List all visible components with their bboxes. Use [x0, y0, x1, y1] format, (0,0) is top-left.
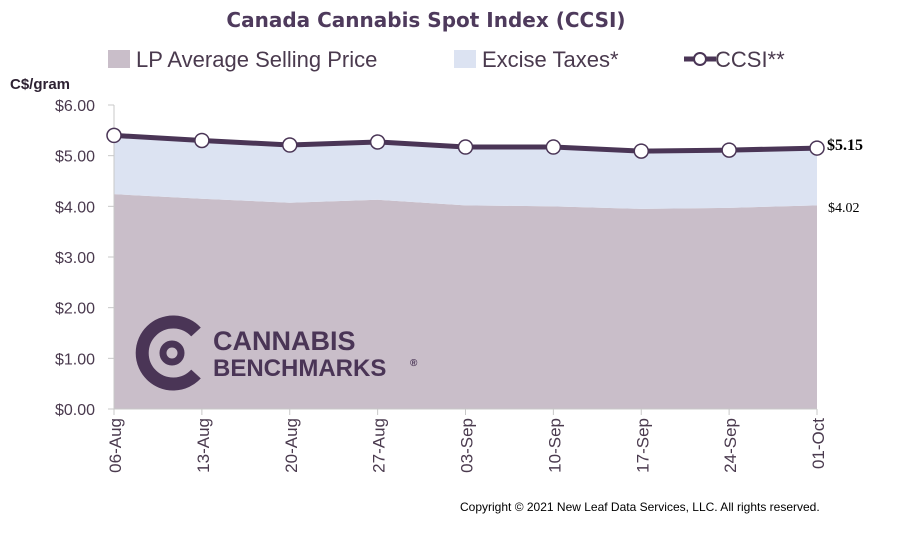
- x-tick-label: 10-Sep: [545, 418, 564, 473]
- y-tick-label: $0.00: [55, 402, 95, 419]
- end-label-lp: $4.02: [828, 201, 860, 216]
- ccsi-point: [457, 139, 474, 155]
- x-tick-label: 01-Oct: [809, 418, 828, 469]
- ccsi-point: [106, 127, 122, 144]
- y-tick-label: $5.00: [55, 149, 95, 166]
- y-tick-labels: $0.00 $1.00 $2.00 $3.00 $4.00 $5.00 $6.00: [55, 98, 95, 419]
- legend-swatch-excise: [454, 50, 476, 68]
- legend: LP Average Selling Price Excise Taxes* C…: [108, 47, 785, 72]
- legend-swatch-lp: [108, 50, 130, 68]
- ccsi-point: [545, 139, 562, 155]
- logo-registered-mark: ®: [410, 358, 418, 369]
- y-axis-label: C$/gram: [10, 76, 70, 93]
- area-lp-average-selling-price: [114, 194, 817, 409]
- legend-swatch-ccsi-marker: [693, 52, 707, 66]
- x-tick-labels: 06-Aug 13-Aug 20-Aug 27-Aug 03-Sep 10-Sep 17-S…: [106, 418, 828, 473]
- logo-text-line2: BENCHMARKS: [213, 355, 386, 382]
- x-tick-label: 17-Sep: [633, 418, 652, 473]
- y-tick-label: $4.00: [55, 199, 95, 216]
- ccsi-point: [633, 143, 649, 159]
- y-tick-label: $2.00: [55, 301, 95, 318]
- cannabis-benchmarks-logo: CANNABIS BENCHMARKS ®: [135, 315, 418, 391]
- x-tick-label: 03-Sep: [458, 418, 477, 473]
- ccsi-point: [194, 132, 210, 149]
- chart-title: Canada Cannabis Spot Index (CCSI): [226, 8, 625, 32]
- copyright-notice: Copyright © 2021 New Leaf Data Services,…: [460, 500, 820, 514]
- ccsi-series: [106, 127, 825, 159]
- x-tick-label: 24-Sep: [721, 418, 740, 473]
- legend-label-ccsi: CCSI**: [715, 47, 785, 72]
- x-tick-label: 27-Aug: [370, 418, 389, 473]
- y-tick-label: $6.00: [55, 98, 95, 115]
- logo-text-line1: CANNABIS: [213, 326, 356, 356]
- legend-label-excise: Excise Taxes*: [482, 47, 619, 72]
- ccsi-point: [282, 137, 298, 153]
- end-label-ccsi: $5.15: [827, 137, 863, 154]
- y-tick-label: $3.00: [55, 250, 95, 267]
- x-tick-label: 20-Aug: [282, 418, 301, 473]
- x-tick-label: 06-Aug: [106, 418, 125, 473]
- ccsi-point: [369, 134, 386, 150]
- ccsi-point: [809, 140, 825, 156]
- x-tick-label: 13-Aug: [194, 418, 213, 473]
- y-tick-label: $1.00: [55, 351, 95, 368]
- legend-label-lp: LP Average Selling Price: [136, 47, 377, 72]
- ccsi-point: [721, 142, 737, 158]
- axes: [108, 104, 818, 415]
- logo-mark-icon: [135, 315, 201, 391]
